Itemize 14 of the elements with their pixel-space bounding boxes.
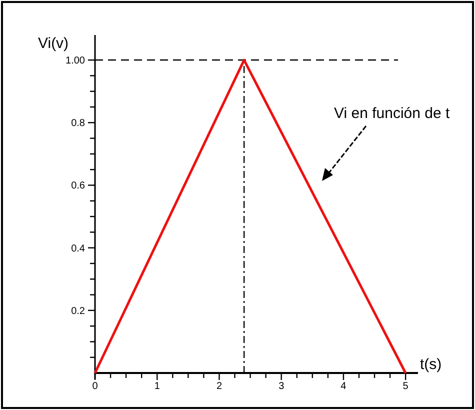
y-tick-label: 0.8 bbox=[71, 118, 86, 130]
y-axis-title: Vi(v) bbox=[38, 35, 69, 52]
x-tick-label: 0 bbox=[92, 381, 98, 392]
y-tick-label: 1.00 bbox=[66, 56, 86, 67]
y-tick-label: 0.6 bbox=[71, 180, 86, 192]
x-tick-label: 4 bbox=[340, 381, 347, 392]
x-tick-label: 3 bbox=[278, 381, 285, 392]
y-tick-label: 0.2 bbox=[71, 306, 86, 317]
x-tick-label: 1 bbox=[154, 381, 160, 392]
x-tick-label: 2 bbox=[216, 381, 222, 392]
y-tick-label: 0.4 bbox=[71, 243, 86, 254]
x-axis-title: t(s) bbox=[420, 356, 442, 373]
annotation: Vi en función de t bbox=[334, 105, 450, 122]
x-tick-label: 5 bbox=[402, 381, 409, 392]
